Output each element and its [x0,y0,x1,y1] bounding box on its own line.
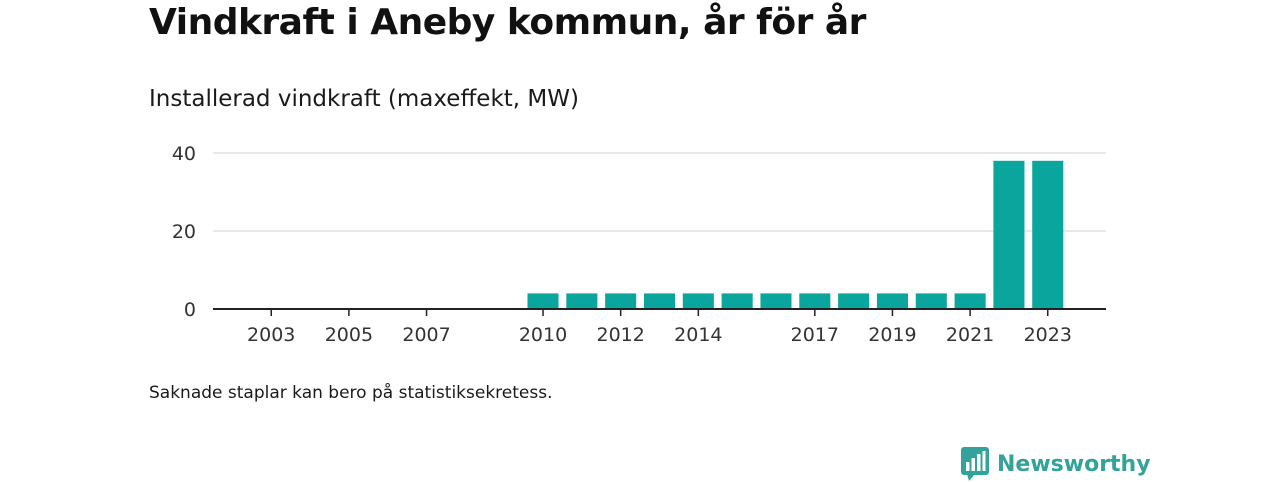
bar-2020 [915,293,947,309]
bar-2011 [566,293,598,309]
bar-chart: 0 20 40 2003 2005 2007 2010 2012 2014 2017 2019 202… [172,143,1106,346]
chart-subtitle: Installerad vindkraft (maxeffekt, MW) [149,86,579,112]
x-tick-label-2010: 2010 [519,324,567,346]
x-tick-label-2014: 2014 [674,324,722,346]
bar-2018 [838,293,870,309]
footnote: Saknade staplar kan bero på statistiksek… [149,383,553,403]
axes: 0 20 40 2003 2005 2007 2010 2012 2014 2017 2019 202… [172,143,1106,346]
bars [527,160,1064,309]
y-tick-label-20: 20 [172,221,196,243]
x-tick-label-2019: 2019 [868,324,916,346]
bar-2016 [760,293,792,309]
brand-name: Newsworthy [997,451,1151,477]
x-tick-label-2017: 2017 [791,324,839,346]
x-tick-label-2007: 2007 [402,324,450,346]
x-tick-label-2023: 2023 [1024,324,1072,346]
bar-2017 [799,293,831,309]
bar-2023 [1032,160,1064,309]
bar-2014 [682,293,714,309]
x-tick-label-2005: 2005 [325,324,373,346]
bar-2022 [993,160,1025,309]
bar-2015 [721,293,753,309]
bar-2013 [643,293,676,309]
x-tick-label-2003: 2003 [247,324,295,346]
bar-2010 [527,293,559,309]
bar-2019 [876,293,908,309]
chart-title: Vindkraft i Aneby kommun, år för år [149,2,866,43]
brand-logo: Newsworthy [961,446,1151,482]
bar-2012 [605,293,637,309]
y-tick-label-40: 40 [172,143,196,165]
grid-lines [213,152,1106,232]
y-tick-label-0: 0 [184,299,196,321]
x-tick-label-2021: 2021 [946,324,994,346]
bar-2021 [954,293,986,309]
bar-chart-speech-bubble-icon [961,447,989,481]
x-tick-label-2012: 2012 [596,324,644,346]
